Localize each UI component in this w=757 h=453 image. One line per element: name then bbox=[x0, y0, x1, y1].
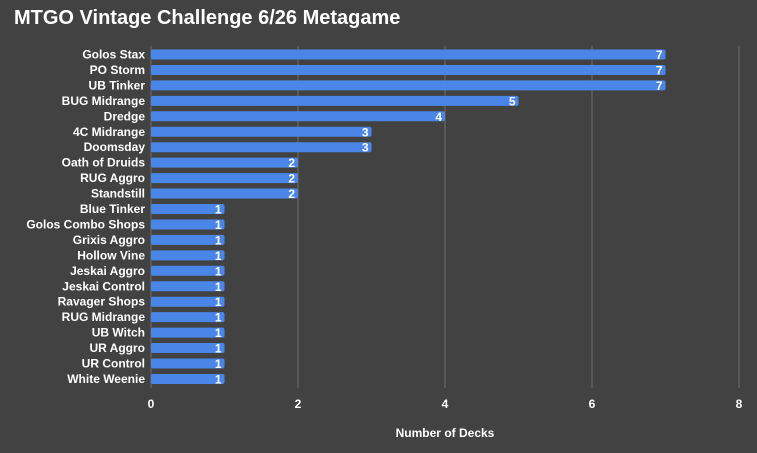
category-label: Blue Tinker bbox=[80, 202, 145, 216]
bar bbox=[151, 49, 666, 60]
bar bbox=[151, 142, 372, 153]
bar bbox=[151, 95, 519, 106]
bar bbox=[151, 204, 225, 214]
category-label: Golos Combo Shops bbox=[26, 217, 145, 231]
category-label: UR Aggro bbox=[89, 341, 145, 355]
bar bbox=[151, 312, 225, 323]
data-label: 1 bbox=[215, 342, 222, 356]
bar bbox=[151, 188, 298, 199]
data-label: 1 bbox=[215, 280, 222, 294]
bar bbox=[151, 64, 666, 75]
x-tick-label: 8 bbox=[736, 397, 743, 411]
bar bbox=[151, 157, 298, 168]
data-label: 1 bbox=[215, 357, 222, 371]
category-label: UB Tinker bbox=[89, 78, 146, 92]
x-tick-label: 4 bbox=[442, 397, 449, 411]
data-label: 1 bbox=[215, 264, 222, 278]
data-label: 1 bbox=[215, 249, 222, 263]
category-label: UB Witch bbox=[92, 326, 145, 340]
category-label: Dredge bbox=[104, 109, 146, 123]
category-label: 4C Midrange bbox=[73, 125, 145, 139]
bar bbox=[151, 343, 225, 354]
bar bbox=[151, 234, 225, 245]
bar bbox=[151, 111, 445, 122]
category-label: Hollow Vine bbox=[77, 248, 145, 262]
bar bbox=[151, 281, 225, 292]
bar bbox=[151, 80, 666, 91]
bar bbox=[151, 126, 372, 137]
category-label: Standstill bbox=[91, 187, 145, 201]
bar bbox=[151, 250, 225, 261]
category-label: UR Control bbox=[82, 357, 145, 371]
x-tick-label: 0 bbox=[148, 397, 155, 411]
x-axis-title: Number of Decks bbox=[396, 426, 495, 440]
data-label: 2 bbox=[288, 156, 295, 170]
data-label: 7 bbox=[656, 63, 663, 77]
bar bbox=[151, 296, 225, 307]
category-label: RUG Aggro bbox=[80, 171, 145, 185]
category-label: Jeskai Control bbox=[62, 279, 145, 293]
data-label: 1 bbox=[215, 203, 222, 217]
category-label: RUG Midrange bbox=[62, 310, 146, 324]
bar bbox=[151, 265, 225, 276]
data-label: 1 bbox=[215, 295, 222, 309]
bar bbox=[151, 327, 225, 338]
data-label: 1 bbox=[215, 326, 222, 340]
data-label: 3 bbox=[362, 125, 369, 139]
x-tick-label: 2 bbox=[295, 397, 302, 411]
bar bbox=[151, 173, 298, 184]
category-label: Grixis Aggro bbox=[73, 233, 145, 247]
bar bbox=[151, 358, 225, 369]
category-label: Doomsday bbox=[84, 140, 146, 154]
data-label: 1 bbox=[215, 372, 222, 386]
chart-title: MTGO Vintage Challenge 6/26 Metagame bbox=[14, 7, 401, 29]
category-label: BUG Midrange bbox=[62, 94, 146, 108]
data-label: 3 bbox=[362, 141, 369, 155]
bar bbox=[151, 373, 225, 384]
data-label: 7 bbox=[656, 48, 663, 62]
data-label: 7 bbox=[656, 79, 663, 93]
bar bbox=[151, 219, 225, 230]
category-label: Ravager Shops bbox=[58, 295, 146, 309]
category-label: Jeskai Aggro bbox=[70, 264, 145, 278]
data-label: 1 bbox=[215, 218, 222, 232]
data-label: 4 bbox=[435, 110, 442, 124]
category-label: White Weenie bbox=[67, 372, 145, 386]
data-label: 2 bbox=[288, 187, 295, 201]
data-label: 5 bbox=[509, 94, 516, 108]
category-label: PO Storm bbox=[90, 63, 145, 77]
category-label: Golos Stax bbox=[82, 48, 145, 62]
category-label: Oath of Druids bbox=[62, 156, 146, 170]
data-label: 1 bbox=[215, 233, 222, 247]
x-tick-label: 6 bbox=[589, 397, 596, 411]
data-label: 1 bbox=[215, 311, 222, 325]
data-label: 2 bbox=[288, 172, 295, 186]
